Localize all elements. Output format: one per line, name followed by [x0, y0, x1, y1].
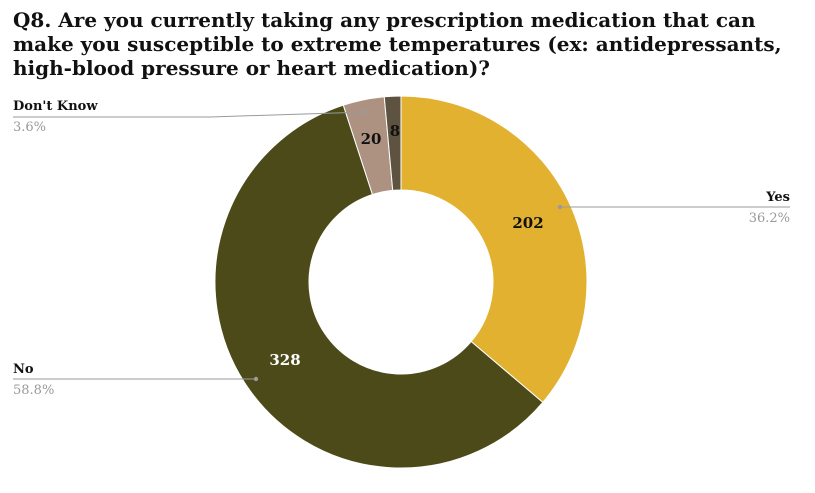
slice-yes	[400, 95, 588, 404]
data-label-yes: 202	[512, 214, 543, 232]
category-label-dont-know: Don't Know	[13, 99, 98, 114]
data-label-dont-know: 20	[361, 130, 382, 148]
leader-dot-dont-know	[363, 109, 369, 115]
percent-label-yes: 36.2%	[749, 211, 790, 226]
category-label-yes: Yes	[765, 190, 790, 205]
data-label-no: 328	[269, 351, 300, 369]
slice-unlabeled	[383, 95, 402, 191]
data-label-unlabeled: 8	[390, 122, 400, 140]
percent-label-no: 58.8%	[13, 383, 54, 398]
leader-dot-yes	[557, 204, 563, 210]
category-label-no: No	[13, 362, 34, 377]
leader-dot-no	[253, 376, 259, 382]
percent-label-dont-know: 3.6%	[13, 120, 46, 135]
slice-no	[214, 104, 544, 469]
leader-line-dont-know	[13, 111, 367, 118]
chart-title: Q8. Are you currently taking any prescri…	[13, 8, 782, 80]
